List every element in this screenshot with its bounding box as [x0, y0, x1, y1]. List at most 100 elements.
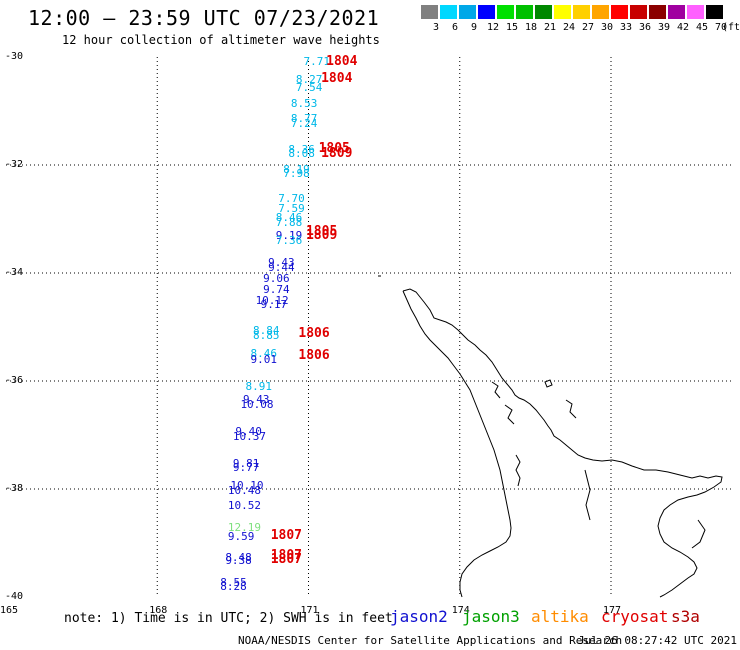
legend-swatch	[630, 5, 647, 19]
satellite-cryosat: cryosat	[601, 607, 669, 626]
latitude-label: -30	[5, 51, 24, 62]
wave-height-label: 8.08	[288, 147, 315, 161]
satellite-s3a: s3a	[671, 607, 700, 626]
footer-note: note: 1) Time is in UTC; 2) SWH is in fe…	[64, 611, 393, 626]
wave-height-label: 8.53	[290, 96, 318, 110]
legend-swatch	[478, 5, 495, 19]
satellite-jason3: jason3	[462, 607, 520, 626]
legend-swatch	[687, 5, 704, 19]
wave-height-label: 9.17	[260, 298, 288, 312]
wave-height-label: 9.06	[263, 272, 290, 286]
legend-swatch	[535, 5, 552, 19]
wave-height-label: 7.88	[275, 215, 303, 229]
wave-height-label: 8.85	[253, 329, 280, 343]
legend-label: 6	[451, 22, 459, 33]
legend-label: 42	[676, 22, 690, 33]
legend-swatch	[706, 5, 723, 19]
wave-height-label: 7.54	[295, 80, 323, 94]
legend-swatch	[497, 5, 514, 19]
cycle-label: 1806	[298, 326, 330, 342]
cycle-label: 1809	[321, 145, 353, 161]
west-coast-coastline	[402, 290, 512, 598]
map-subtitle: 12 hour collection of altimeter wave hei…	[62, 33, 380, 47]
wave-height-label: 8.46	[250, 346, 278, 360]
wave-height-label: 9.43	[268, 256, 295, 270]
footer-timestamp: Jul 26 08:27:42 UTC 2021	[578, 634, 737, 647]
inlet-2	[504, 404, 515, 425]
wave-height-label: 9.59	[227, 529, 255, 543]
wave-height-label: 9.77	[232, 461, 260, 475]
cycle-label: 1805	[318, 140, 350, 156]
wave-height-label: 9.40	[235, 424, 262, 438]
legend-swatch	[649, 5, 666, 19]
wave-height-label: 7.70	[278, 192, 305, 206]
wave-height-label: 8.19	[283, 162, 310, 176]
wave-height-label: 7.24	[290, 116, 318, 130]
longitude-label: 165	[0, 605, 19, 616]
latitude-label: -36	[5, 375, 24, 386]
legend-label: 39	[657, 22, 671, 33]
cycle-label: 1804	[326, 53, 358, 69]
wave-height-label: 8.55	[220, 576, 247, 590]
wave-height-label: 8.46	[275, 211, 303, 225]
wave-height-label: 10.37	[232, 430, 266, 444]
legend-label: 45	[695, 22, 709, 33]
legend-swatch	[668, 5, 685, 19]
legend-label: 18	[524, 22, 538, 33]
legend-swatch	[516, 5, 533, 19]
cycle-label: 1807	[270, 552, 302, 568]
legend-swatch	[573, 5, 590, 19]
wave-height-label: 9.43	[242, 392, 270, 406]
inlet-4	[565, 399, 577, 419]
north-island-coastline	[402, 288, 723, 598]
legend-label: 21	[543, 22, 557, 33]
wave-height-label: 10.48	[227, 484, 261, 498]
satellite-jason2: jason2	[390, 607, 448, 626]
legend-swatch	[440, 5, 457, 19]
legend-label: 15	[505, 22, 519, 33]
coastline	[378, 275, 723, 598]
wave-height-label: 10.08	[240, 397, 274, 411]
inlet-3	[515, 454, 521, 487]
legend-label: 30	[600, 22, 614, 33]
legend-swatch	[592, 5, 609, 19]
latitude-label: -34	[5, 267, 24, 278]
east-cape-coast	[691, 519, 706, 549]
wave-height-label: 8.36	[288, 142, 315, 156]
legend-swatch	[554, 5, 571, 19]
cycle-label: 1806	[298, 348, 330, 364]
wave-height-label: 9.01	[250, 353, 278, 367]
longitude-label: 174	[451, 605, 470, 616]
wave-height-label: 9.19	[275, 229, 303, 243]
legend-swatch	[459, 5, 476, 19]
cycle-label: 1804	[321, 70, 353, 86]
wave-height-label: 10.52	[227, 499, 261, 513]
wave-height-label: 7.59	[278, 202, 305, 216]
wave-height-label: 8.27	[295, 72, 323, 86]
longitude-label: 177	[603, 605, 622, 616]
wave-height-label: 7.36	[275, 233, 303, 247]
satellite-altika: altika	[531, 607, 589, 626]
cycle-label: 1807	[270, 547, 302, 563]
longitude-label: 168	[149, 605, 168, 616]
wave-height-label: 8.48	[225, 550, 252, 564]
cycle-label: 1805	[305, 223, 338, 239]
legend-unit: (ft)	[721, 22, 740, 33]
legend-label: 27	[581, 22, 595, 33]
bay-of-plenty-island	[544, 379, 553, 388]
latitude-label: -32	[5, 159, 24, 170]
wave-height-label: 7.71	[303, 54, 330, 68]
legend-swatch	[611, 5, 628, 19]
map-title: 12:00 — 23:59 UTC 07/23/2021	[28, 6, 380, 30]
longitude-label: 171	[300, 605, 319, 616]
wave-height-label: 10.10	[230, 478, 264, 492]
legend-label: 33	[619, 22, 633, 33]
wave-height-label: 9.44	[268, 260, 295, 274]
map-grid	[6, 57, 732, 597]
legend-label: 9	[470, 22, 478, 33]
inlet-1	[491, 381, 501, 399]
wave-height-label: 8.84	[253, 323, 280, 337]
wave-height-label: 7.98	[283, 167, 310, 181]
wave-height-label: 9.74	[263, 283, 290, 297]
